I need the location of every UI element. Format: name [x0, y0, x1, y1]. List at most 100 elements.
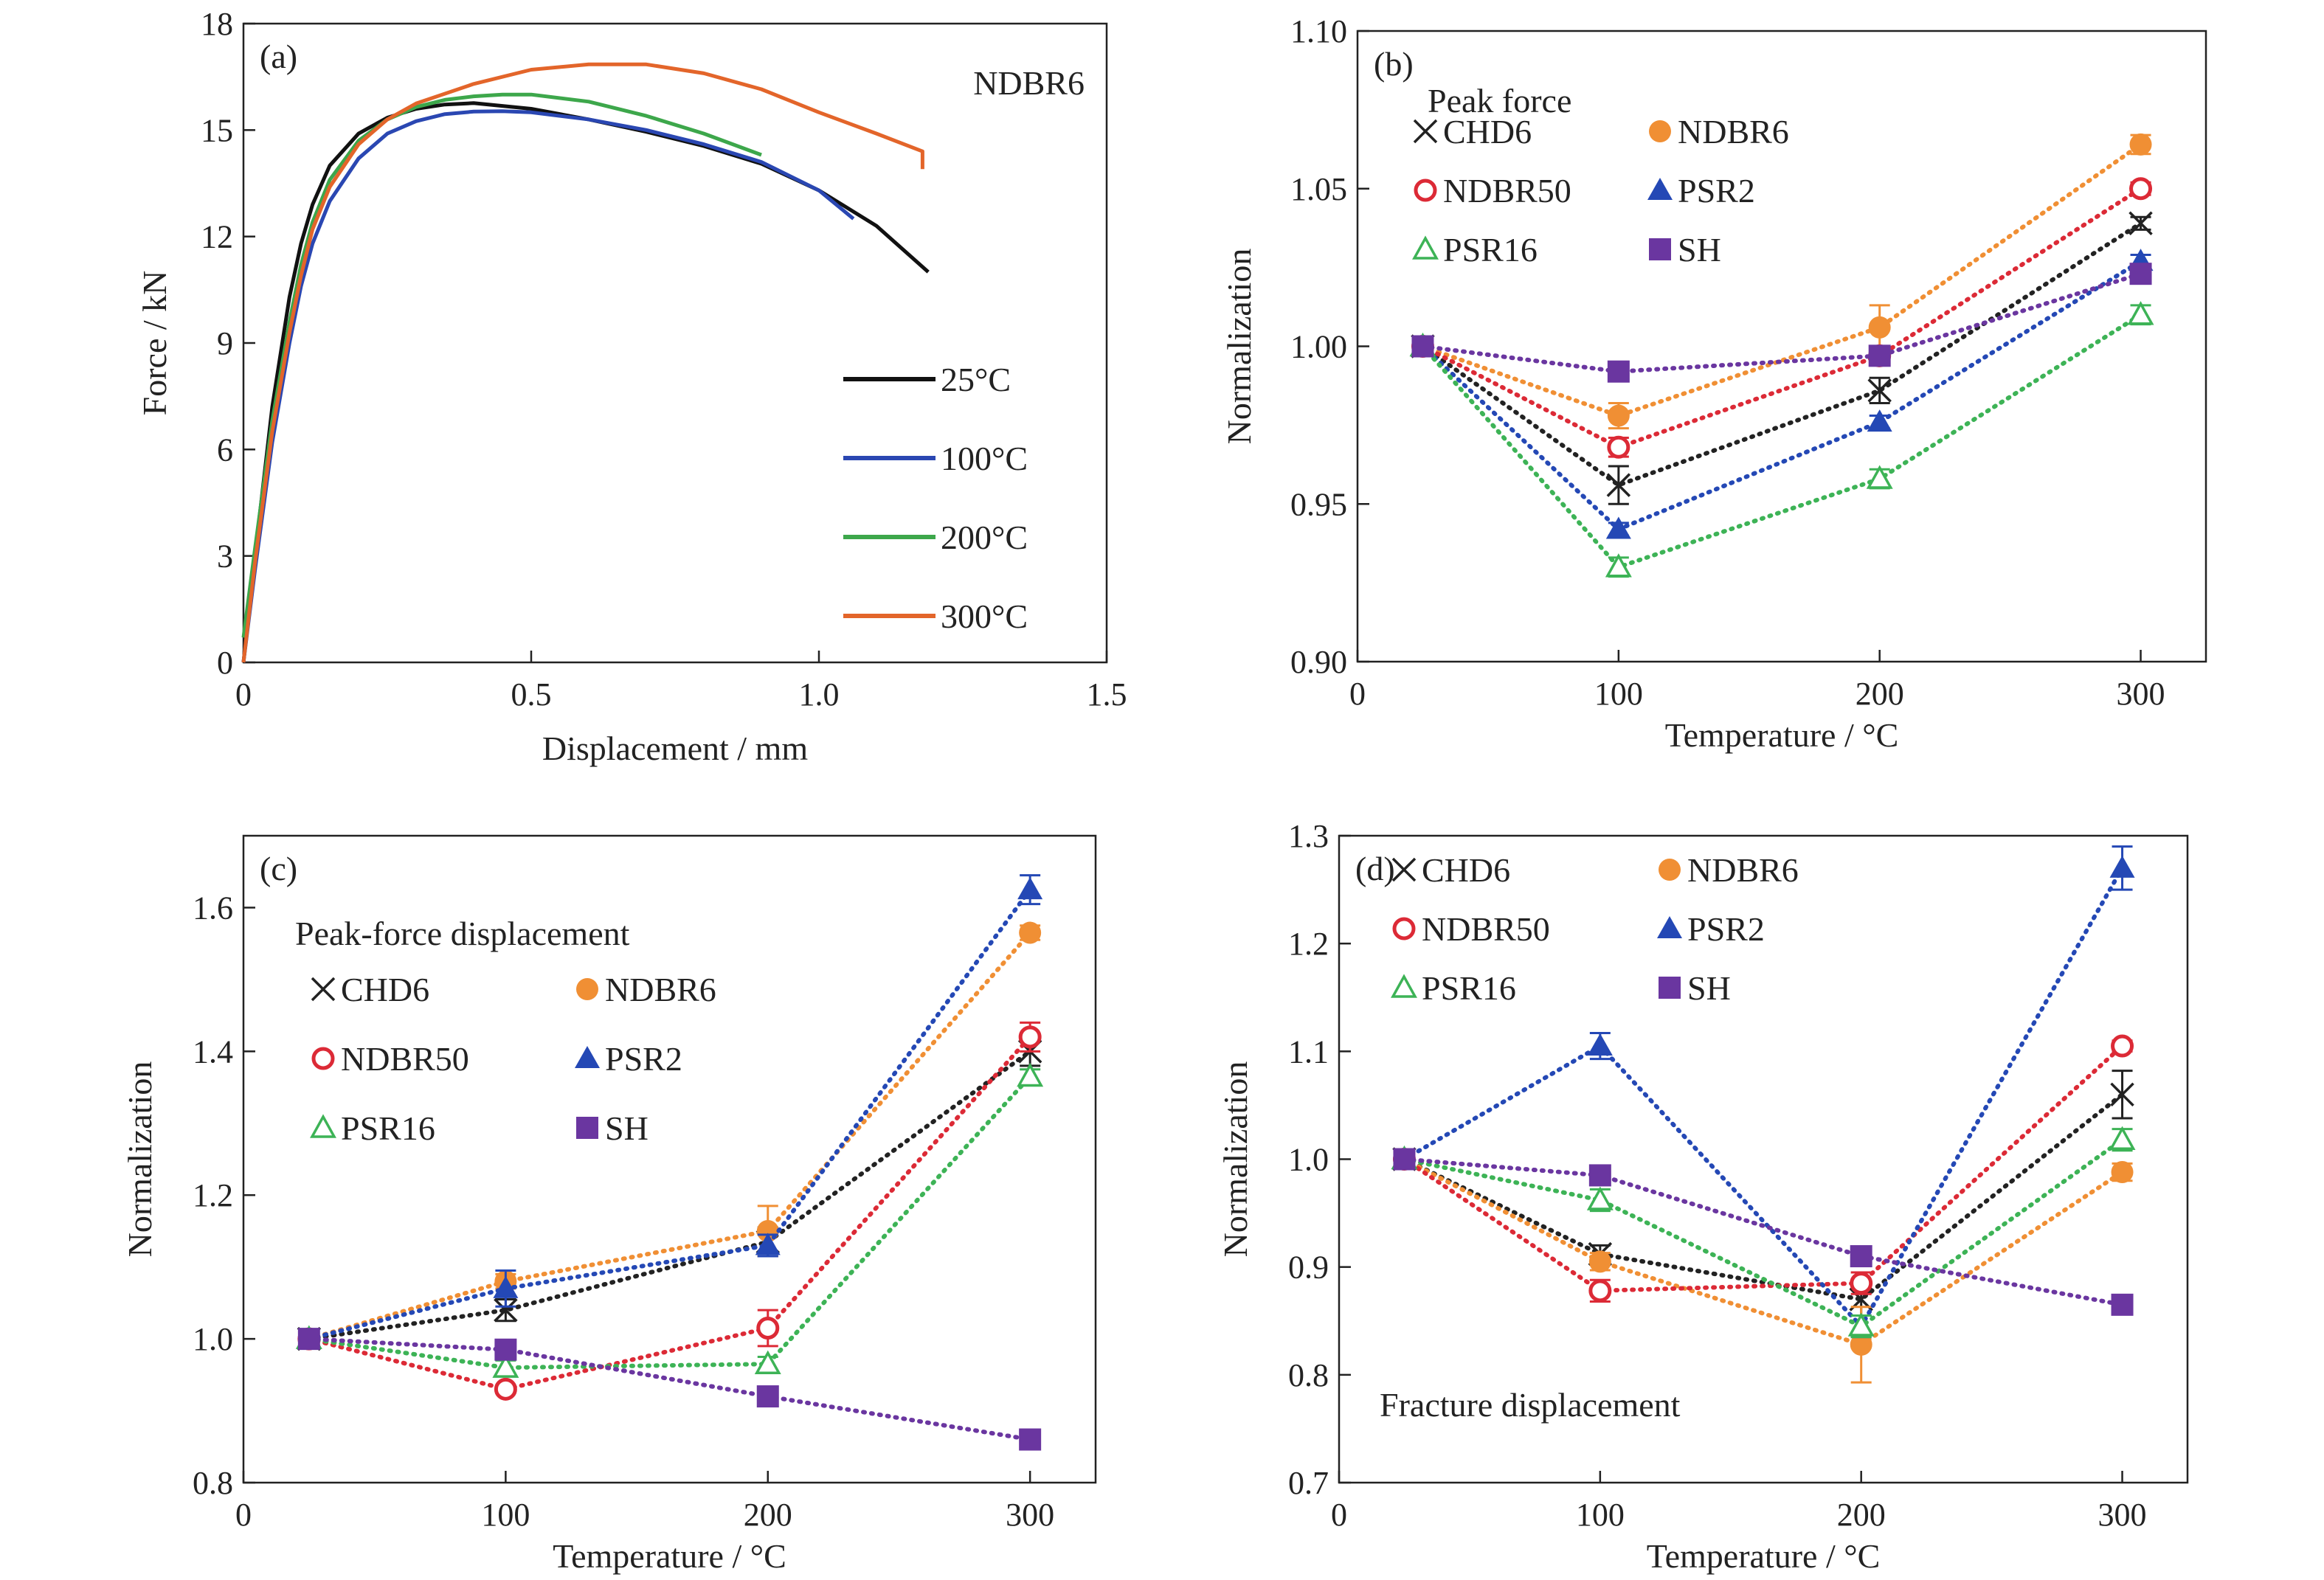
- data-point-PSR16: [754, 1350, 781, 1374]
- legend-label: PSR16: [1443, 231, 1538, 268]
- chart-title: Fracture displacement: [1380, 1386, 1681, 1424]
- series-line-NDBR50: [1402, 1044, 2125, 1293]
- x-tick-label: 200: [1856, 676, 1904, 712]
- data-point-PSR16: [2127, 301, 2154, 325]
- y-tick-label: 0.90: [1290, 644, 1347, 680]
- legend-label: PSR2: [605, 1040, 682, 1078]
- series-line-300C: [241, 62, 924, 663]
- x-axis-label: Displacement / mm: [542, 730, 808, 767]
- legend-marker-CHD6: [1413, 119, 1438, 144]
- legend-marker-NDBR50: [1392, 917, 1416, 940]
- panel-label: (b): [1374, 45, 1414, 83]
- series-line-NDBR6: [1420, 142, 2143, 418]
- legend-marker-NDBR6: [1659, 859, 1681, 881]
- data-point-CHD6: [2128, 211, 2153, 236]
- panel-c-peak-force-displacement: 0 100 200 300 0.8 1.0 1.2 1.4 1.6 Temperature / °…: [121, 834, 1097, 1575]
- legend-label: PSR16: [341, 1109, 435, 1147]
- y-tick-label: 0.8: [1288, 1357, 1329, 1393]
- legend-marker-NDBR50: [311, 1047, 335, 1070]
- y-tick-label: 1.10: [1290, 13, 1347, 49]
- x-tick-label: 0: [235, 1497, 252, 1533]
- y-tick-label: 1.6: [193, 890, 233, 926]
- y-tick-label: 6: [217, 432, 233, 468]
- data-point-NDBR6: [1019, 921, 1042, 944]
- data-point-NDBR6: [2111, 1161, 2134, 1184]
- legend-marker-CHD6: [1391, 857, 1417, 882]
- data-point-PSR16: [1847, 1312, 1875, 1337]
- x-tick-label: 0: [1331, 1497, 1347, 1533]
- chart-title: Peak-force displacement: [295, 915, 630, 952]
- data-point-SH: [494, 1338, 517, 1361]
- data-point-NDBR50: [1850, 1272, 1873, 1295]
- legend-marker-CHD6: [311, 977, 336, 1002]
- data-point-NDBR50: [494, 1377, 517, 1401]
- data-point-SH: [756, 1385, 779, 1408]
- data-point-NDBR50: [2111, 1034, 2134, 1058]
- x-tick-label: 0: [235, 676, 252, 713]
- data-point-SH: [2111, 1293, 2134, 1316]
- data-point-SH: [1411, 335, 1434, 358]
- panel-d-fracture-displacement: 0 100 200 300 0.7 0.8 0.9 1.0 1.1 1.2 1.3 Temperatu…: [1217, 818, 2189, 1575]
- y-axis-label: Force / kN: [136, 271, 173, 416]
- series-line-CHD6: [1420, 221, 2143, 488]
- data-point-SH: [1019, 1428, 1042, 1451]
- y-axis-label: Normalization: [1220, 249, 1258, 445]
- data-point-NDBR6: [1588, 1250, 1611, 1273]
- y-tick-label: 1.0: [193, 1321, 233, 1357]
- series-line-200C: [241, 92, 762, 638]
- series-line-PSR2: [1420, 259, 2143, 533]
- panel-label: (c): [260, 850, 297, 887]
- x-axis-label: Temperature / °C: [1665, 716, 1899, 754]
- data-point-PSR16: [1586, 1186, 1614, 1210]
- plot-frame: [242, 834, 1097, 1484]
- legend-label: NDBR6: [605, 971, 716, 1008]
- y-tick-label: 0.9: [1288, 1250, 1329, 1286]
- data-point-NDBR50: [756, 1316, 780, 1340]
- legend-label: PSR2: [1687, 910, 1765, 948]
- data-point-PSR2: [1017, 877, 1043, 900]
- x-tick-label: 300: [2117, 676, 2165, 712]
- legend-marker-NDBR50: [1414, 179, 1437, 202]
- series-line-NDBR6: [1402, 1157, 2125, 1348]
- legend-label: SH: [1687, 969, 1731, 1007]
- legend-label: 300°C: [941, 597, 1028, 635]
- legend-label: PSR2: [1678, 172, 1755, 209]
- series-line-NDBR50: [1420, 186, 2143, 450]
- data-point-SH: [1850, 1245, 1872, 1268]
- series-line-SH: [306, 1337, 1033, 1442]
- series-line-SH: [1402, 1157, 2125, 1307]
- legend-label: 200°C: [941, 519, 1028, 556]
- data-point-NDBR50: [2129, 177, 2153, 201]
- legend-marker-NDBR6: [576, 978, 598, 1000]
- x-tick-label: 100: [481, 1497, 530, 1533]
- data-point-PSR2: [1867, 409, 1892, 432]
- data-point-PSR16: [1017, 1062, 1044, 1087]
- legend-label: NDBR50: [1422, 910, 1550, 948]
- y-axis-label: Normalization: [1217, 1061, 1254, 1258]
- legend-marker-PSR2: [1647, 178, 1673, 200]
- legend-label: SH: [605, 1109, 649, 1147]
- legend-marker-SH: [1649, 238, 1671, 260]
- data-point-PSR16: [2109, 1126, 2136, 1150]
- legend-label: 100°C: [941, 440, 1028, 477]
- y-tick-label: 0.7: [1288, 1465, 1329, 1501]
- legend-label: NDBR50: [341, 1040, 469, 1078]
- data-point-PSR16: [1605, 553, 1632, 578]
- data-point-NDBR50: [1588, 1279, 1612, 1303]
- data-point-CHD6: [1606, 473, 1631, 497]
- data-point-NDBR50: [1018, 1025, 1042, 1049]
- data-point-NDBR6: [1868, 316, 1891, 339]
- data-point-SH: [297, 1328, 320, 1351]
- legend-marker-SH: [576, 1117, 598, 1139]
- legend-label: CHD6: [1422, 851, 1510, 889]
- chart-title: Peak force: [1428, 82, 1571, 119]
- y-tick-label: 0: [217, 645, 233, 681]
- y-axis-label: Normalization: [121, 1061, 159, 1258]
- y-tick-label: 0.8: [193, 1465, 233, 1501]
- series-line-PSR16: [306, 1074, 1033, 1371]
- legend-marker-PSR2: [1657, 916, 1682, 938]
- x-tick-label: 1.5: [1087, 676, 1127, 713]
- series-line-100C: [241, 109, 855, 663]
- y-tick-label: 1.1: [1288, 1033, 1329, 1070]
